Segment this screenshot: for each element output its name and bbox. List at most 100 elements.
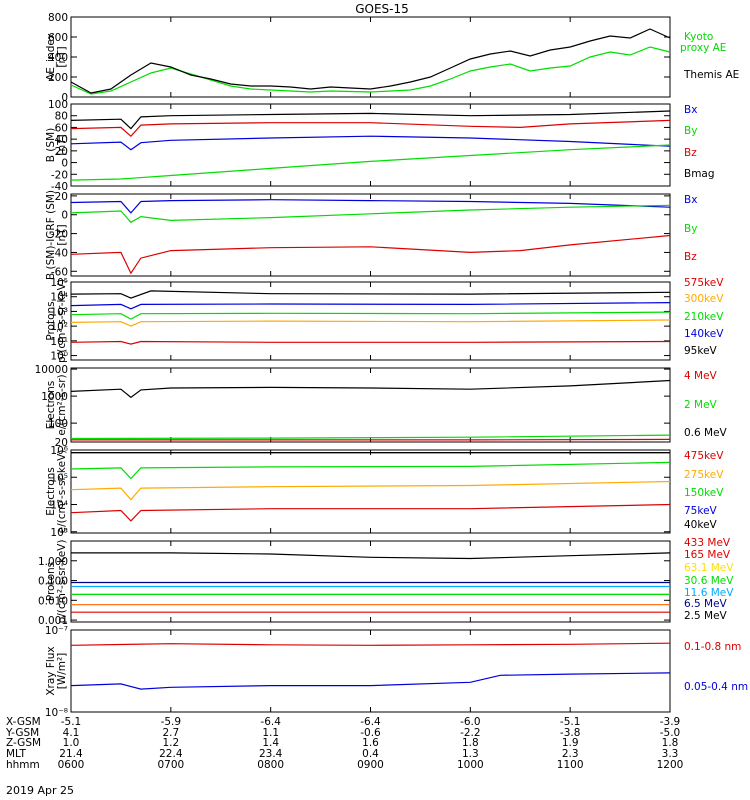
series-line-4-mev xyxy=(71,438,671,441)
legend-label: 11.6 MeV xyxy=(684,587,734,599)
ephem-value: -5.1 xyxy=(560,716,581,728)
panel-frame xyxy=(70,629,671,713)
y-axis-label: Electrons xyxy=(45,381,57,430)
y-tick-label: 10⁰ xyxy=(50,351,68,363)
ephem-value: 1.6 xyxy=(362,737,379,749)
legend-label: By xyxy=(684,223,697,235)
series-line-by xyxy=(70,204,671,224)
ephem-value: -3.9 xyxy=(660,716,681,728)
ephem-value: 1000 xyxy=(457,759,484,771)
legend-label: 575keV xyxy=(684,277,724,289)
y-tick-label: 600 xyxy=(48,32,68,44)
y-tick-label: -40 xyxy=(51,181,68,193)
series-line-210kev xyxy=(70,311,671,320)
chart-title: GOES-15 xyxy=(355,2,409,16)
y-tick-label: 10⁻⁷ xyxy=(45,625,68,637)
panel-4: 10⁵ 10⁴ 10³ 10² 10¹ 10⁰ Protons p/(cm²-s-sr-keV… xyxy=(45,277,724,363)
legend-label: 0.6 MeV xyxy=(684,427,728,439)
legend-label: Bz xyxy=(684,251,697,263)
y-tick-label: 10⁶ xyxy=(50,445,68,457)
ephem-value: 0800 xyxy=(257,759,284,771)
y-tick-label: -40 xyxy=(51,247,68,259)
y-tick-label: 80 xyxy=(55,111,68,123)
y-tick-label: 10² xyxy=(50,321,68,333)
series-line-0-1-0-8-nm xyxy=(70,642,671,646)
y-tick-label: 10⁵ xyxy=(50,472,68,484)
legend-label: 95keV xyxy=(684,345,718,357)
ephem-value: 0900 xyxy=(357,759,384,771)
ephem-value: 1200 xyxy=(657,759,684,771)
ephem-value: -6.0 xyxy=(460,716,481,728)
y-tick-label: 800 xyxy=(48,12,68,24)
legend-label: 140keV xyxy=(684,328,724,340)
legend-label: 30.6 MeV xyxy=(684,575,734,587)
ephem-value: 1100 xyxy=(557,759,584,771)
panel-7: 1.000 0.100 0.010 0.001 Protons p/(cm²-s-sr-k… xyxy=(38,537,734,627)
legend-label: proxy AE xyxy=(680,42,726,54)
y-tick-label: 10⁴ xyxy=(50,292,68,304)
panel-3: 20 0 -20 -40 -60B (SM)-IGRF (SM) [nT] Bx By Bz xyxy=(45,190,697,280)
legend-label: 0.1-0.8 nm xyxy=(684,641,741,653)
y-axis-label: Protons xyxy=(45,301,57,340)
y-tick-label: -20 xyxy=(51,229,68,241)
series-line-kyoto xyxy=(70,46,671,95)
legend-label: 6.5 MeV xyxy=(684,598,728,610)
legend-label: 75keV xyxy=(684,505,718,517)
ephem-value: 1.8 xyxy=(462,737,479,749)
ephem-value: 1.2 xyxy=(162,737,179,749)
legend-label: Themis AE xyxy=(683,69,739,81)
y-tick-label: 0 xyxy=(61,158,68,170)
y-axis-label: B (SM) xyxy=(45,128,57,162)
legend-label: 475keV xyxy=(684,450,724,462)
legend-label: 4 MeV xyxy=(684,370,718,382)
y-tick-label: -60 xyxy=(51,266,68,278)
ephem-row-label: hhmm xyxy=(6,759,40,771)
series-line-bx xyxy=(70,135,671,151)
y-axis-label: Electrons xyxy=(45,467,57,516)
y-tick-label: 1.000 xyxy=(38,556,68,568)
y-axis-label: AE_index xyxy=(45,33,57,81)
ephem-value: 21.4 xyxy=(59,748,83,760)
legend-label: 165 MeV xyxy=(684,549,731,561)
series-line-bz xyxy=(70,234,671,275)
ephem-value: 22.4 xyxy=(159,748,183,760)
panel-6: 10⁶ 10⁵ 10⁴ 10³ Electrons e/(cm²-s-sr-keV) 475… xyxy=(45,445,724,539)
legend-label: By xyxy=(684,125,697,137)
y-tick-label: 1000 xyxy=(41,391,68,403)
y-tick-label: 20 xyxy=(55,437,68,449)
y-axis-label: [W/m²] xyxy=(56,653,68,690)
date-label: 2019 Apr 25 xyxy=(6,784,74,797)
panel-frame xyxy=(70,367,671,443)
y-axis-label: B (SM)-IGRF (SM) xyxy=(45,190,57,280)
ephem-value: 2.7 xyxy=(162,727,179,739)
ephem-value: -5.9 xyxy=(161,716,182,728)
series-line-300kev xyxy=(70,319,671,327)
y-tick-label: 200 xyxy=(48,72,68,84)
ephem-value: 0700 xyxy=(157,759,184,771)
legend-label: 433 MeV xyxy=(684,537,731,549)
series-line-bmag xyxy=(70,110,671,130)
ephem-row-label: Z-GSM xyxy=(6,737,41,749)
legend-label: Bz xyxy=(684,147,697,159)
y-tick-label: 0 xyxy=(61,210,68,222)
series-line-bx xyxy=(70,199,671,214)
y-tick-label: 10³ xyxy=(50,527,68,539)
panel-5: 10000 1000 100 20 Electrons e/(cm²-s-sr) 4 MeV… xyxy=(35,364,728,449)
ephem-value: -6.4 xyxy=(260,716,281,728)
y-tick-label: 0.100 xyxy=(38,576,68,588)
ephem-value: 1.0 xyxy=(63,737,80,749)
y-tick-label: 10⁵ xyxy=(50,277,68,289)
y-axis-label: e/(cm²-s-sr) xyxy=(56,374,68,435)
legend-label: 63.1 MeV xyxy=(684,562,734,574)
ephem-value: -3.8 xyxy=(560,727,581,739)
legend-label: Bx xyxy=(684,104,697,116)
legend-label: 150keV xyxy=(684,487,724,499)
panel-8: 10⁻⁷ 10⁻⁸ Xray Flux [W/m²] 0.1-0.8 nm 0.05-0.… xyxy=(45,625,748,719)
series-line-by xyxy=(70,144,671,181)
y-axis-label: [nT] xyxy=(56,134,68,155)
series-line-475kev xyxy=(70,503,671,522)
ephem-value: 2.3 xyxy=(562,748,579,760)
